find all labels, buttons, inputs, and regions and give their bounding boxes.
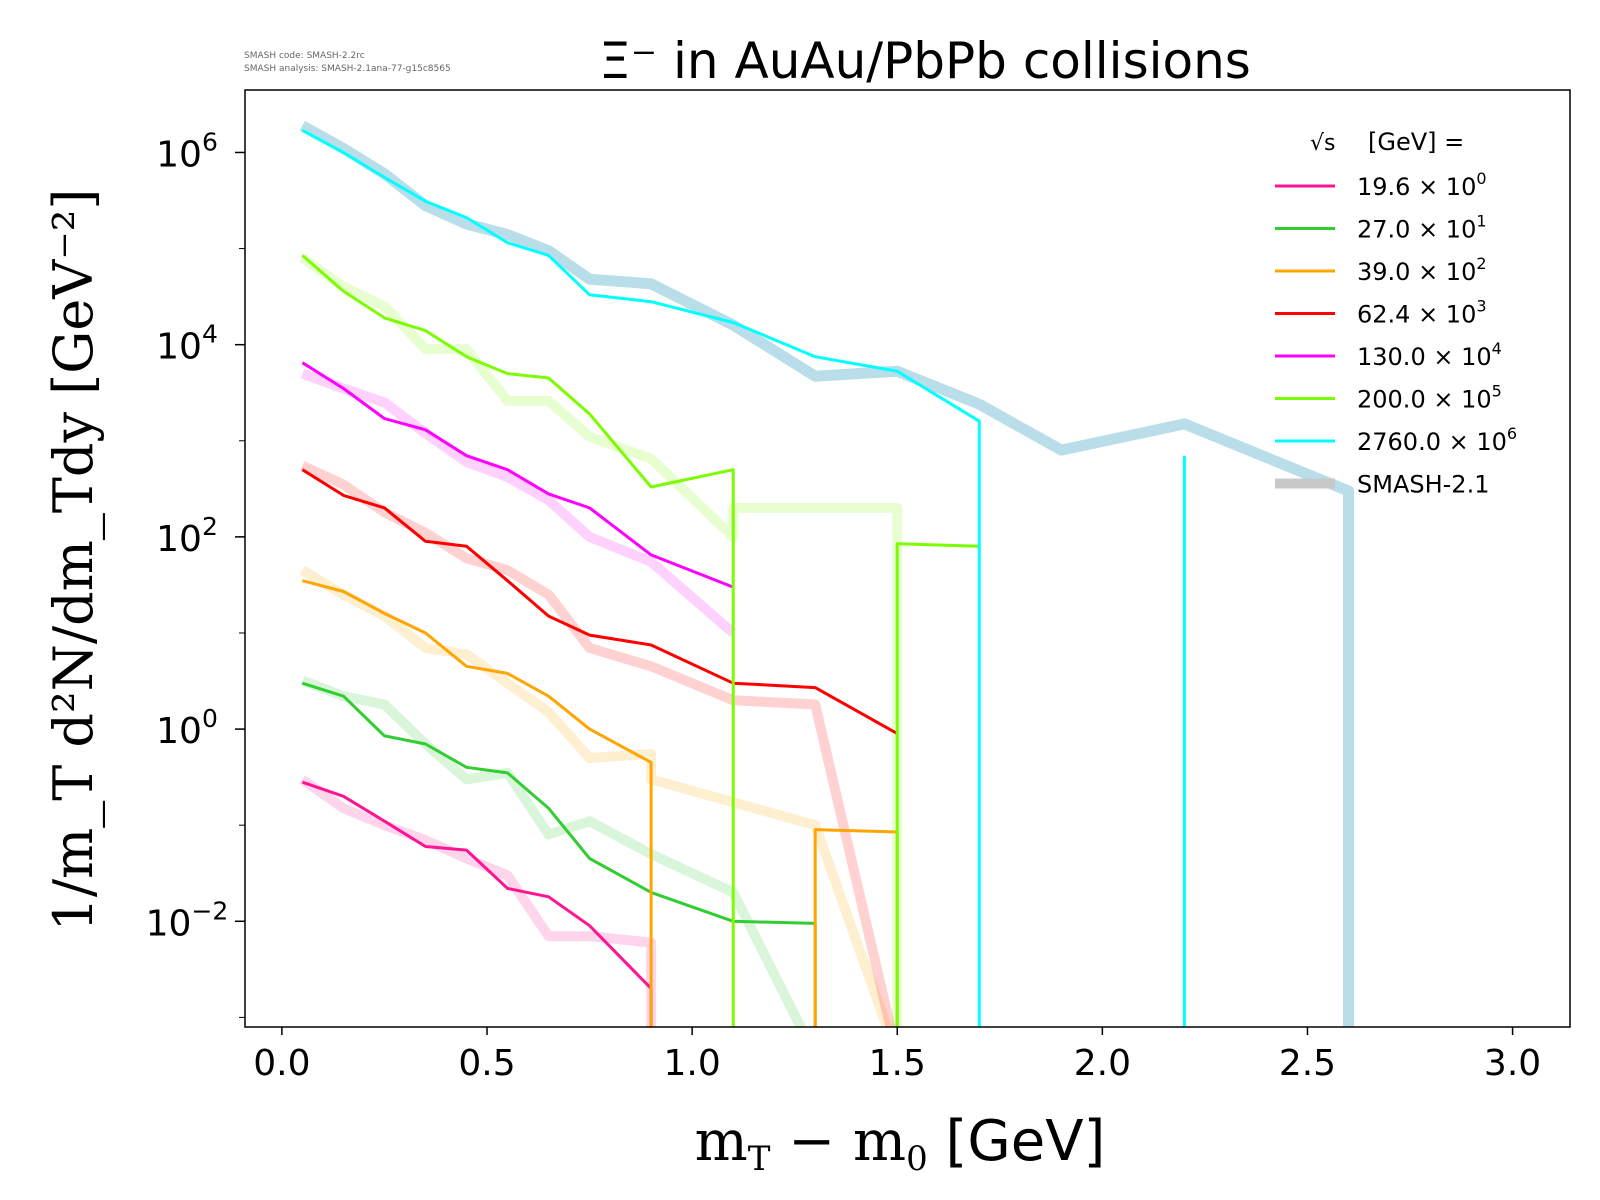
y-tick-label: 106 bbox=[156, 127, 218, 175]
legend-label: 27.0 × 101 bbox=[1357, 212, 1487, 244]
smash-series-5 bbox=[299, 253, 903, 1027]
y-tick-label: 104 bbox=[156, 320, 218, 368]
data-series-0 bbox=[301, 780, 653, 1027]
data-series-5 bbox=[301, 254, 980, 1027]
x-tick-label: 1.0 bbox=[664, 1043, 721, 1084]
smash-series-0 bbox=[299, 775, 657, 1027]
x-axis: 0.0 0.5 1.0 1.5 2.0 2.5 3.0 bbox=[253, 1027, 1541, 1084]
legend-label: 62.4 × 103 bbox=[1357, 297, 1487, 329]
version-note-analysis: SMASH analysis: SMASH-2.1ana-77-g15c8565 bbox=[244, 64, 451, 74]
legend-label: 130.0 × 104 bbox=[1357, 339, 1502, 371]
x-tick-label: 2.5 bbox=[1279, 1043, 1336, 1084]
legend-label: 2760.0 × 106 bbox=[1357, 424, 1517, 456]
y-axis: 106 104 102 100 10−2 bbox=[146, 127, 245, 1018]
x-axis-label: mT − m0 [GeV] bbox=[695, 1109, 1106, 1179]
legend-label: SMASH-2.1 bbox=[1357, 471, 1489, 499]
smash-series-3 bbox=[300, 461, 896, 1027]
y-tick-label: 100 bbox=[156, 704, 218, 752]
data-series-1 bbox=[301, 681, 817, 1027]
legend-label: 39.0 × 102 bbox=[1357, 254, 1487, 286]
chart-title: Ξ⁻ in AuAu/PbPb collisions bbox=[599, 32, 1251, 90]
smash-series-6 bbox=[299, 120, 1354, 1027]
series-layer bbox=[299, 120, 1354, 1027]
data-series-6 bbox=[301, 128, 1186, 1027]
legend-label: 19.6 × 100 bbox=[1357, 169, 1487, 201]
smash-series-2 bbox=[299, 565, 893, 1027]
data-series-2 bbox=[302, 579, 899, 1027]
smash-series-4 bbox=[300, 368, 737, 637]
legend-label: 200.0 × 105 bbox=[1357, 382, 1502, 414]
y-tick-label: 10−2 bbox=[146, 896, 229, 944]
x-tick-label: 0.0 bbox=[253, 1043, 310, 1084]
x-tick-label: 3.0 bbox=[1484, 1043, 1541, 1084]
data-series-4 bbox=[301, 361, 734, 589]
version-note-code: SMASH code: SMASH-2.2rc bbox=[244, 51, 365, 61]
smash-series-1 bbox=[300, 675, 807, 1027]
x-tick-label: 0.5 bbox=[458, 1043, 515, 1084]
y-axis-label: 1/m_T d²N/dm_Tdy [GeV⁻²] bbox=[42, 188, 105, 931]
legend-title: [GeV] = bbox=[1368, 128, 1464, 156]
x-tick-label: 1.5 bbox=[869, 1043, 926, 1084]
legend-title-sqrt: √s bbox=[1310, 131, 1335, 156]
plot-frame bbox=[244, 89, 1571, 1028]
legend: √s [GeV] = 19.6 × 100 27.0 × 101 39.0 × 10… bbox=[1275, 128, 1517, 499]
x-tick-label: 2.0 bbox=[1074, 1043, 1131, 1084]
y-tick-label: 102 bbox=[156, 512, 218, 560]
data-series-3 bbox=[301, 468, 898, 735]
